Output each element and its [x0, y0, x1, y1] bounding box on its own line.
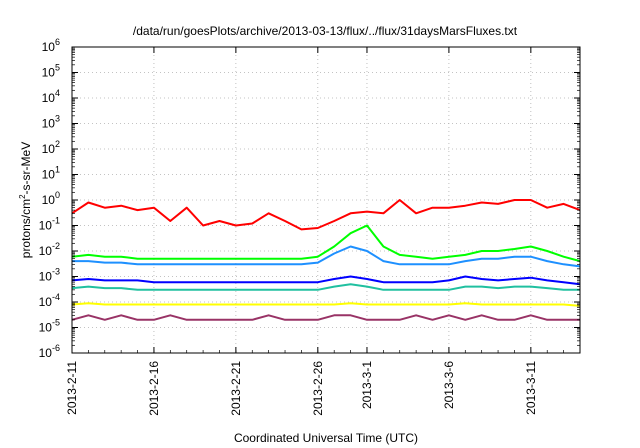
- x-tick-label: 2013-3-1: [360, 361, 374, 409]
- y-tick-label: 10-4: [39, 292, 60, 309]
- series-line: [72, 245, 581, 268]
- y-axis-label-sup: 2: [18, 194, 27, 199]
- x-tick-label: 2013-3-6: [442, 361, 456, 409]
- y-tick-label: 103: [42, 114, 60, 131]
- y-tick-label: 102: [42, 139, 60, 156]
- series-line: [71, 314, 580, 321]
- y-tick-label: 104: [42, 88, 60, 105]
- y-tick-label: 100: [42, 190, 60, 207]
- y-tick-label: 101: [42, 165, 60, 182]
- series-line: [71, 302, 581, 307]
- y-tick-label: 106: [42, 37, 60, 54]
- y-axis-label: protons/cm2-s-sr-MeV: [18, 142, 33, 258]
- series-line: [71, 283, 580, 291]
- x-tick-label: 2013-3-11: [524, 361, 538, 415]
- y-tick-label: 10-3: [39, 267, 60, 284]
- y-tick-label: 10-5: [39, 318, 60, 335]
- y-axis-label-base: protons/cm: [19, 199, 33, 258]
- series-line: [71, 199, 581, 231]
- y-axis-label-rest: -s-sr-MeV: [19, 142, 33, 195]
- chart-title: /data/run/goesPlots/archive/2013-03-13/f…: [133, 24, 518, 38]
- x-axis-label: Coordinated Universal Time (UTC): [234, 431, 418, 445]
- x-tick-label: 2013-2-16: [147, 361, 161, 416]
- y-tick-label: 105: [42, 63, 60, 80]
- x-tick-label: 2013-2-26: [311, 361, 325, 416]
- y-tick-label: 10-1: [39, 216, 60, 233]
- x-tick-label: 2013-2-21: [229, 361, 243, 416]
- x-tick-label: 2013-2-11: [65, 361, 79, 415]
- series-line: [71, 224, 581, 263]
- series-lines: [71, 199, 581, 321]
- x-axis-ticks: 2013-2-11 2013-2-16 2013-2-21 2013-2-26 2013…: [65, 47, 564, 416]
- y-tick-label: 10-2: [39, 241, 60, 258]
- series-line: [71, 275, 581, 286]
- y-tick-label: 10-6: [39, 343, 60, 360]
